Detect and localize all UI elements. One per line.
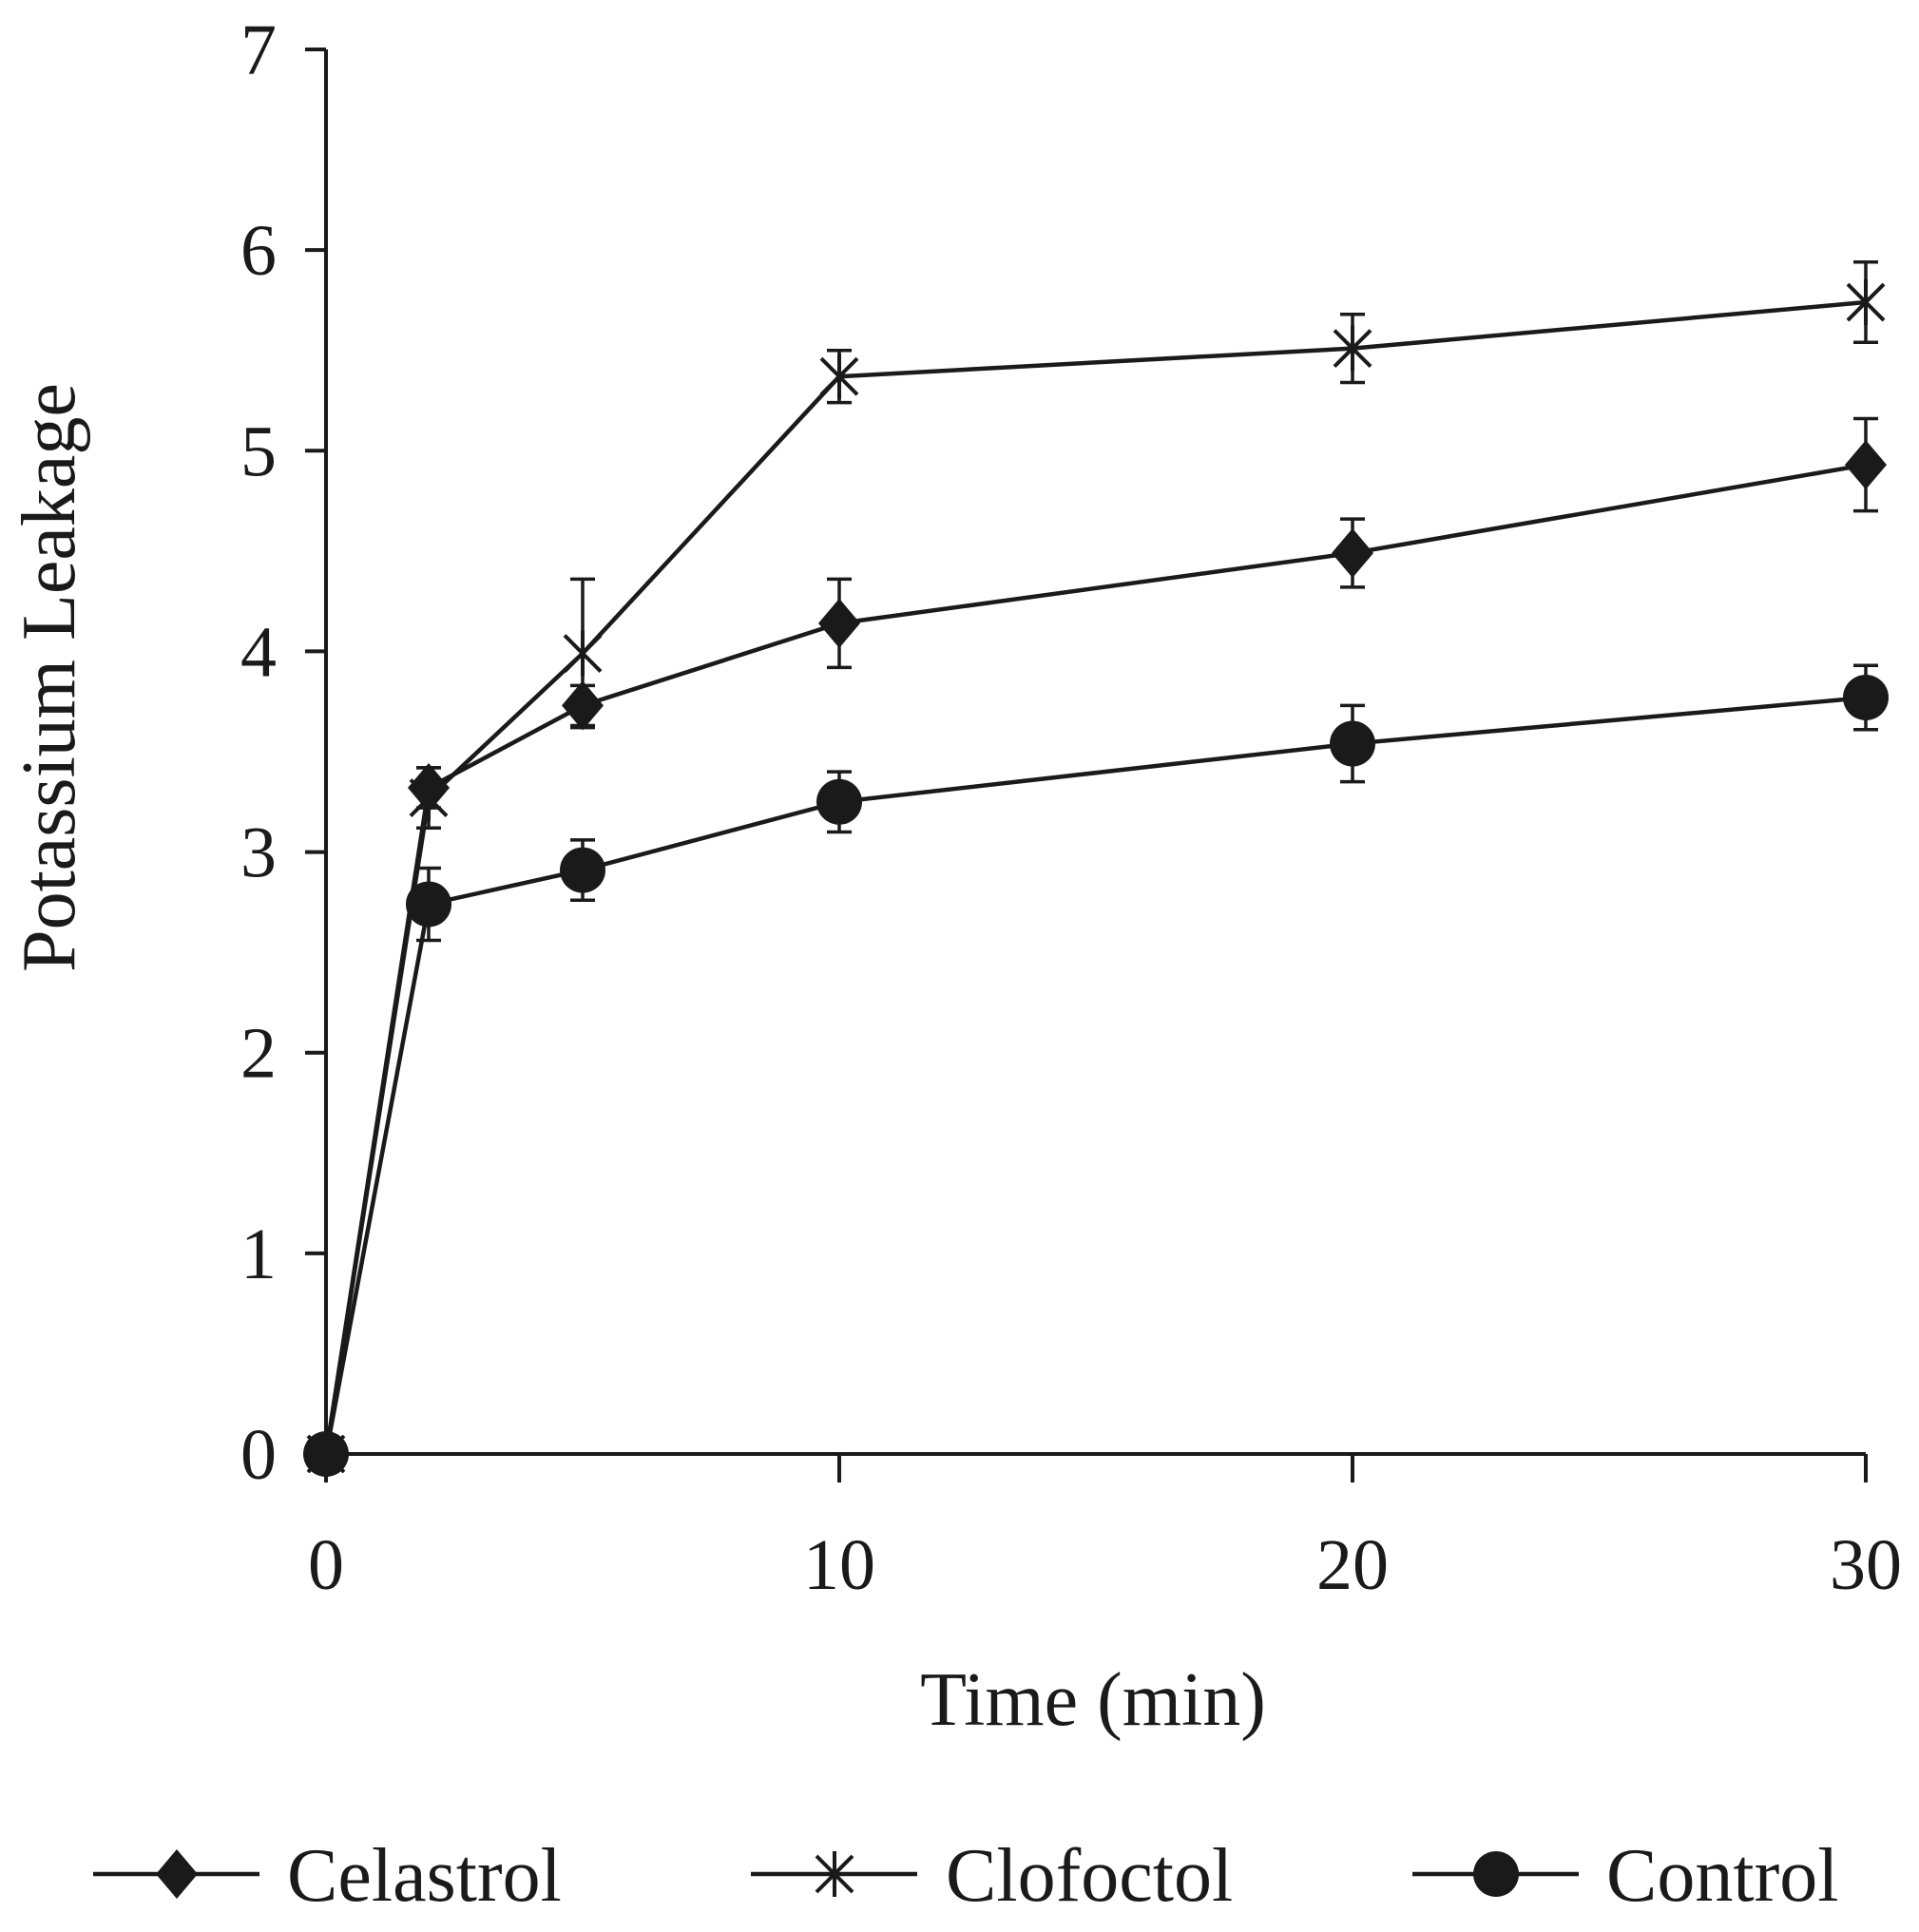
legend-label: Control [1606, 1834, 1838, 1918]
data-point [1845, 440, 1887, 490]
legend-item-control: Control [1412, 1834, 1838, 1918]
legend-marker [1473, 1851, 1519, 1897]
data-point [560, 847, 605, 893]
data-point [409, 775, 449, 821]
x-tick-label: 30 [1830, 1525, 1902, 1605]
data-point [306, 1431, 346, 1477]
x-axis-ticks: 0 10 20 30 [308, 1454, 1902, 1605]
legend-item-celastrol: Celastrol [93, 1834, 562, 1918]
y-tick-label: 0 [240, 1415, 277, 1495]
series-clofoctol [306, 260, 1886, 1477]
legend: Celastrol Clofoctol Control [93, 1834, 1838, 1918]
legend-label: Celastrol [287, 1834, 562, 1918]
data-point [1333, 325, 1372, 372]
series-celastrol [305, 416, 1887, 1479]
x-tick-label: 0 [308, 1525, 344, 1605]
axes [324, 49, 1866, 1456]
x-tick-label: 20 [1316, 1525, 1389, 1605]
y-tick-label: 7 [240, 10, 277, 90]
data-point [816, 778, 862, 825]
data-point [818, 598, 860, 648]
series-line [323, 695, 1867, 1455]
data-point [819, 354, 859, 400]
data-point [406, 881, 451, 928]
y-tick-label: 6 [240, 211, 277, 291]
legend-label: Clofoctol [946, 1834, 1233, 1918]
y-tick-label: 2 [240, 1014, 277, 1094]
legend-marker [156, 1849, 198, 1899]
y-axis-ticks: 0 1 2 3 4 5 6 7 [240, 10, 326, 1495]
y-tick-label: 5 [240, 411, 277, 491]
series-layer [303, 260, 1889, 1479]
legend-marker [815, 1851, 854, 1897]
y-axis-title: Potassium Leakage [8, 383, 91, 972]
y-tick-label: 4 [240, 612, 277, 692]
series-line [323, 299, 1867, 1455]
x-axis-title: Time (min) [920, 1658, 1266, 1742]
y-tick-label: 3 [240, 813, 277, 893]
data-point [1843, 674, 1889, 720]
y-tick-label: 1 [240, 1215, 277, 1294]
data-point [1330, 720, 1375, 767]
series-line [323, 462, 1867, 1455]
series-control [303, 663, 1889, 1477]
legend-item-clofoctol: Clofoctol [751, 1834, 1233, 1918]
data-point [1846, 279, 1886, 326]
x-tick-label: 10 [803, 1525, 875, 1605]
data-point [1332, 527, 1373, 578]
data-point [563, 630, 603, 677]
